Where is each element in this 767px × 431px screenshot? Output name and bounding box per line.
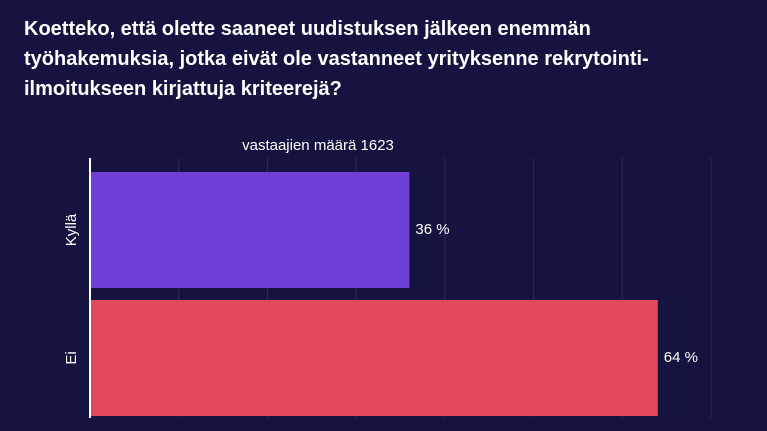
value-label: 36 %	[415, 221, 449, 238]
bar	[90, 172, 410, 288]
y-tick-label: Ei	[63, 351, 80, 364]
value-label: 64 %	[664, 349, 698, 366]
chart-title: Koetteko, että olette saaneet uudistukse…	[24, 18, 649, 100]
y-tick-label: Kyllä	[63, 213, 80, 246]
bar	[90, 300, 658, 416]
chart-subtitle: vastaajien määrä 1623	[242, 137, 394, 154]
